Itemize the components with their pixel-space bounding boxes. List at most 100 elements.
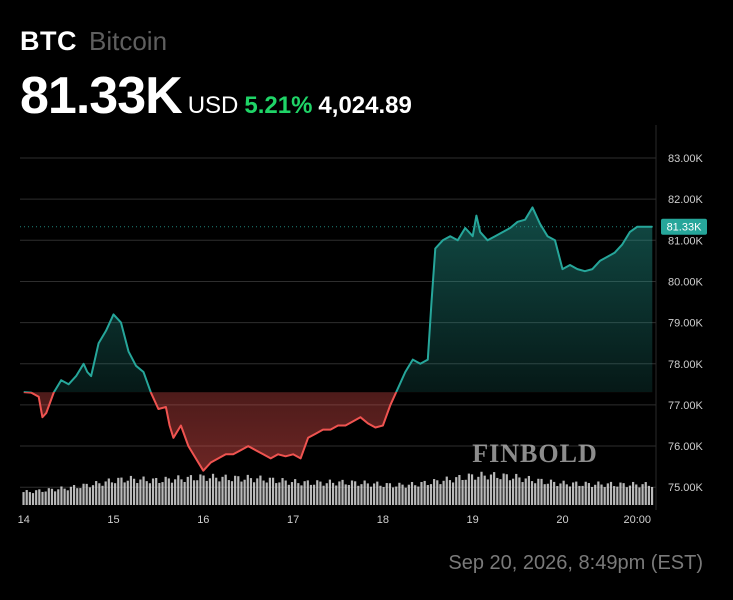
change-absolute: 4,024.89 [318, 92, 412, 119]
volume-bar [379, 485, 382, 505]
volume-bar [619, 482, 622, 505]
volume-bar [549, 479, 553, 505]
volume-bar [31, 493, 35, 505]
ticker-row: BTC Bitcoin [20, 26, 167, 56]
y-tick-label: 83.00K [668, 153, 704, 165]
volume-bar [423, 480, 426, 505]
volume-bar [151, 478, 155, 505]
volume-bars [22, 471, 654, 505]
volume-bar [597, 481, 600, 505]
change-percent: 5.21% [244, 92, 313, 119]
volume-bar [230, 481, 234, 505]
volume-bar [76, 488, 79, 505]
volume-bar [322, 485, 325, 505]
volume-bar [401, 484, 404, 505]
volume-bar [316, 480, 319, 505]
price-line-up [23, 206, 653, 393]
volume-bar [271, 477, 275, 505]
volume-bar [414, 485, 417, 505]
volume-bar [600, 484, 603, 505]
volume-bar [126, 480, 129, 505]
volume-bar [540, 478, 543, 505]
volume-bar [145, 481, 148, 505]
volume-bar [581, 485, 584, 505]
y-tick-label: 82.00K [668, 194, 704, 206]
volume-bar [22, 492, 25, 505]
x-tick-label: 16 [197, 514, 209, 526]
volume-bar [294, 479, 297, 505]
y-tick-label: 77.00K [668, 400, 704, 412]
volume-bar [164, 476, 167, 505]
volume-bar [410, 481, 414, 505]
volume-bar [395, 486, 398, 505]
volume-bar [518, 477, 521, 505]
volume-bar [391, 487, 395, 505]
volume-bar [373, 483, 376, 505]
volume-bar [436, 480, 439, 505]
current-price-label: 81.33K [667, 222, 703, 234]
volume-bar [60, 486, 63, 505]
volume-bar [82, 483, 85, 505]
volume-bar [170, 482, 174, 505]
volume-bar [464, 479, 467, 505]
volume-bar [417, 486, 420, 505]
volume-bar [458, 474, 461, 505]
volume-bar [398, 482, 401, 505]
volume-bar [347, 484, 350, 505]
volume-bar [243, 479, 246, 505]
volume-bar [290, 482, 294, 505]
volume-bar [174, 479, 177, 505]
volume-bar [474, 479, 477, 505]
volume-bar [275, 483, 278, 505]
volume-bar [183, 482, 186, 505]
volume-bar [354, 481, 357, 505]
x-tick-label: 17 [287, 514, 299, 526]
ticker-symbol: BTC [20, 26, 77, 56]
volume-bar [256, 478, 259, 505]
volume-bar [148, 483, 151, 505]
volume-bar [265, 482, 268, 505]
volume-bar [493, 472, 496, 505]
volume-bar [303, 481, 306, 505]
price-chart[interactable]: 75.00K 76.00K 77.00K 78.00K 79.00K 80.00K 81.0… [0, 120, 733, 530]
volume-bar [278, 482, 281, 505]
volume-bar [341, 479, 344, 505]
volume-bar [590, 486, 594, 505]
volume-bar [511, 478, 515, 505]
volume-bar [297, 483, 300, 505]
timestamp: Sep 20, 2026, 8:49pm (EST) [448, 552, 703, 574]
volume-bar [625, 487, 628, 505]
volume-bar [363, 480, 366, 505]
volume-bar [445, 476, 448, 505]
volume-bar [635, 484, 638, 505]
volume-bar [628, 485, 632, 505]
volume-bar [331, 482, 335, 505]
volume-bar [259, 475, 262, 505]
volume-bar [227, 480, 230, 505]
volume-bar [110, 482, 114, 505]
y-tick-label: 80.00K [668, 276, 704, 288]
x-tick-label: 19 [467, 514, 479, 526]
volume-bar [57, 489, 60, 505]
watermark: FINBOLD [472, 439, 597, 468]
volume-bar [360, 484, 363, 505]
volume-bar [496, 477, 499, 505]
volume-bar [234, 475, 237, 505]
volume-bar [442, 480, 445, 505]
volume-bar [603, 487, 606, 505]
price-line-down [23, 392, 398, 472]
volume-bar [85, 483, 88, 505]
volume-bar [515, 473, 518, 505]
volume-bar [306, 480, 309, 505]
volume-bar [622, 483, 625, 505]
volume-bar [186, 476, 189, 505]
x-tick-label: 18 [377, 514, 389, 526]
volume-bar [167, 478, 170, 505]
volume-bar [609, 481, 613, 505]
volume-bar [287, 484, 290, 505]
volume-bar [240, 481, 243, 505]
volume-bar [41, 491, 44, 505]
volume-bar [262, 480, 265, 505]
volume-bar [559, 483, 562, 505]
volume-bar [224, 474, 227, 505]
